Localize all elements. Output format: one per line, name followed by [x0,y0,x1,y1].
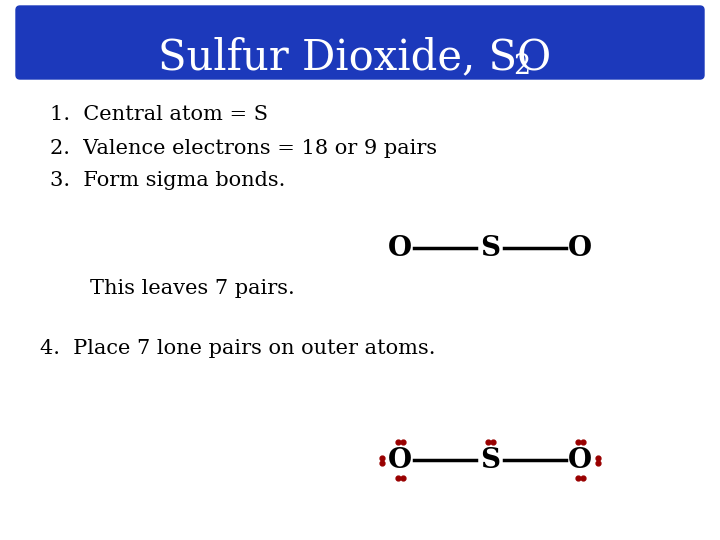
FancyBboxPatch shape [16,6,704,79]
Text: This leaves 7 pairs.: This leaves 7 pairs. [90,279,294,298]
Text: O: O [388,234,412,261]
Text: 2: 2 [513,52,530,79]
Text: S: S [480,234,500,261]
Text: 4.  Place 7 lone pairs on outer atoms.: 4. Place 7 lone pairs on outer atoms. [40,339,436,357]
Text: Sulfur Dioxide, SO: Sulfur Dioxide, SO [158,36,552,78]
Text: S: S [480,447,500,474]
Text: 1.  Central atom = S: 1. Central atom = S [50,105,268,125]
Text: O: O [568,234,592,261]
Text: O: O [388,447,412,474]
Text: 2.  Valence electrons = 18 or 9 pairs: 2. Valence electrons = 18 or 9 pairs [50,138,437,158]
Text: 3.  Form sigma bonds.: 3. Form sigma bonds. [50,172,285,191]
Text: O: O [568,447,592,474]
